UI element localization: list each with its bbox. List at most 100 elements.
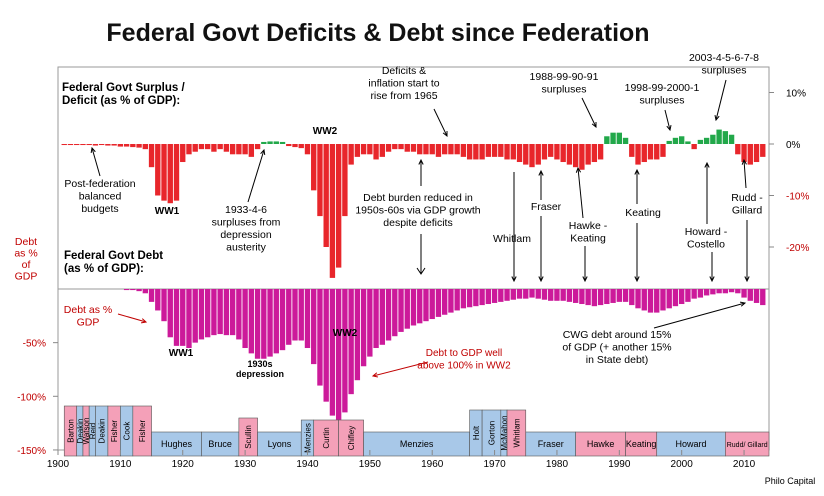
annotation-cwg-debt: CWG debt around 15% of GDP (+ another 15%…	[562, 329, 671, 366]
deficit-bar	[217, 144, 223, 150]
debt-bar	[585, 289, 591, 306]
debt-panel-label: Federal Govt Debt (as % of GDP):	[64, 250, 163, 275]
gov-box	[625, 431, 658, 457]
debt-bar	[329, 289, 336, 416]
debt-bar	[554, 289, 560, 301]
debt-bar	[560, 289, 566, 301]
deficit-bar	[635, 144, 641, 165]
annotation-whitlam: Whitlam	[493, 233, 531, 245]
debt-bars	[123, 289, 766, 420]
deficit-bar	[223, 144, 230, 152]
arrow-howard-costello-up-head	[704, 161, 710, 168]
deficit-bar	[423, 144, 429, 155]
deficit-bar	[760, 144, 766, 157]
gov-box	[201, 431, 240, 457]
debt-bar	[192, 289, 198, 343]
arrow-post-federation-head	[90, 146, 96, 154]
debt-bar	[130, 289, 136, 291]
debt-bar	[629, 289, 635, 306]
deficit-bar	[373, 144, 379, 160]
deficit-bar	[442, 144, 448, 155]
debt-bar	[572, 289, 579, 303]
annotation-ww1-top: WW1	[155, 206, 180, 217]
gov-label: Hawke	[587, 439, 615, 449]
arrow-post-federation	[91, 147, 101, 177]
y-tick-label-right: 0%	[786, 140, 801, 151]
arrow-cwg-debt	[653, 302, 746, 329]
debt-bar	[385, 289, 392, 341]
deficit-bar	[161, 144, 167, 201]
annotation-debt-label: Debt as % GDP	[64, 304, 112, 329]
debt-bar	[697, 289, 704, 298]
arrow-hawke-keating-up-head	[575, 166, 582, 173]
annotation-howard-costello: Howard -Costello	[685, 226, 728, 251]
gov-label: Lyons	[268, 439, 292, 449]
gov-label: Cook	[123, 421, 132, 441]
debt-bar	[660, 289, 666, 311]
debt-bar	[541, 289, 548, 300]
gov-label: Chifley	[347, 426, 356, 450]
debt-bar	[703, 289, 710, 296]
x-tick-label: 1930	[234, 459, 257, 470]
debt-bar	[348, 289, 354, 395]
annotation-surpluses-2003: 2003-4-5-6-7-8 surpluses	[689, 52, 759, 77]
deficit-bar	[80, 144, 86, 146]
arrow-debt-burden-head	[416, 267, 426, 275]
annotation-surpluses-1988: 1988-99-90-91 surpluses	[530, 71, 599, 96]
debt-bar	[360, 289, 367, 367]
gov-label: McMahon	[500, 415, 509, 450]
arrow-howard-costello-head	[709, 276, 715, 283]
debt-bar	[186, 289, 192, 349]
debt-bar	[273, 289, 279, 354]
debt-bar	[685, 289, 691, 302]
debt-bar	[248, 289, 255, 354]
deficit-bar	[229, 144, 236, 155]
debt-bar	[535, 289, 541, 299]
annotation-ww2-bottom: WW2	[333, 328, 358, 339]
debt-bar	[666, 289, 672, 309]
deficit-bar	[117, 144, 124, 147]
debt-bar	[180, 289, 186, 346]
surplus-bar	[666, 140, 672, 144]
annotation-rudd-gillard: Rudd -Gillard	[731, 192, 763, 217]
arrow-deficits-1965	[433, 108, 448, 137]
surplus-bar	[604, 136, 610, 144]
chart-title: Federal Govt Deficits & Debt since Feder…	[106, 19, 649, 47]
deficit-bar	[74, 144, 80, 146]
deficit-bar	[92, 144, 99, 146]
gov-box	[656, 431, 726, 457]
debt-bar	[173, 289, 180, 346]
gov-label: Reid	[88, 423, 97, 439]
debt-bar	[716, 289, 722, 294]
arrow-hawke-keating-head	[582, 276, 588, 283]
arrow-surpluses-1998-head	[666, 125, 672, 132]
annotation-ww1-bottom: WW1	[169, 348, 194, 359]
debt-bar	[691, 289, 697, 299]
x-tick-label: 1920	[172, 459, 195, 470]
debt-bar	[304, 289, 311, 349]
debt-bar	[672, 289, 679, 307]
deficit-bar	[585, 144, 591, 165]
deficit-bar	[392, 144, 398, 150]
arrow-whitlam-head	[511, 276, 517, 283]
arrow-surpluses-2003-head	[714, 115, 720, 122]
deficit-bar	[404, 144, 410, 152]
deficit-bar	[292, 144, 298, 148]
debt-bar	[367, 289, 373, 357]
debt-bar	[217, 289, 223, 335]
y-tick-label-left: -50%	[23, 339, 46, 350]
debt-bar	[379, 289, 385, 345]
deficit-bar	[454, 144, 460, 155]
debt-bar	[741, 289, 747, 298]
debt-bar	[429, 289, 435, 320]
gov-box	[257, 431, 302, 457]
surplus-bar	[710, 134, 716, 144]
y-tick-label-left: -150%	[17, 446, 46, 457]
arrow-surpluses-1998	[664, 109, 671, 131]
gov-box	[363, 431, 470, 457]
deficit-bar	[753, 144, 760, 163]
surplus-bar	[722, 131, 729, 144]
surplus-bar	[273, 141, 279, 144]
y-tick-label-left: -100%	[17, 392, 46, 403]
deficit-bar	[741, 144, 747, 163]
